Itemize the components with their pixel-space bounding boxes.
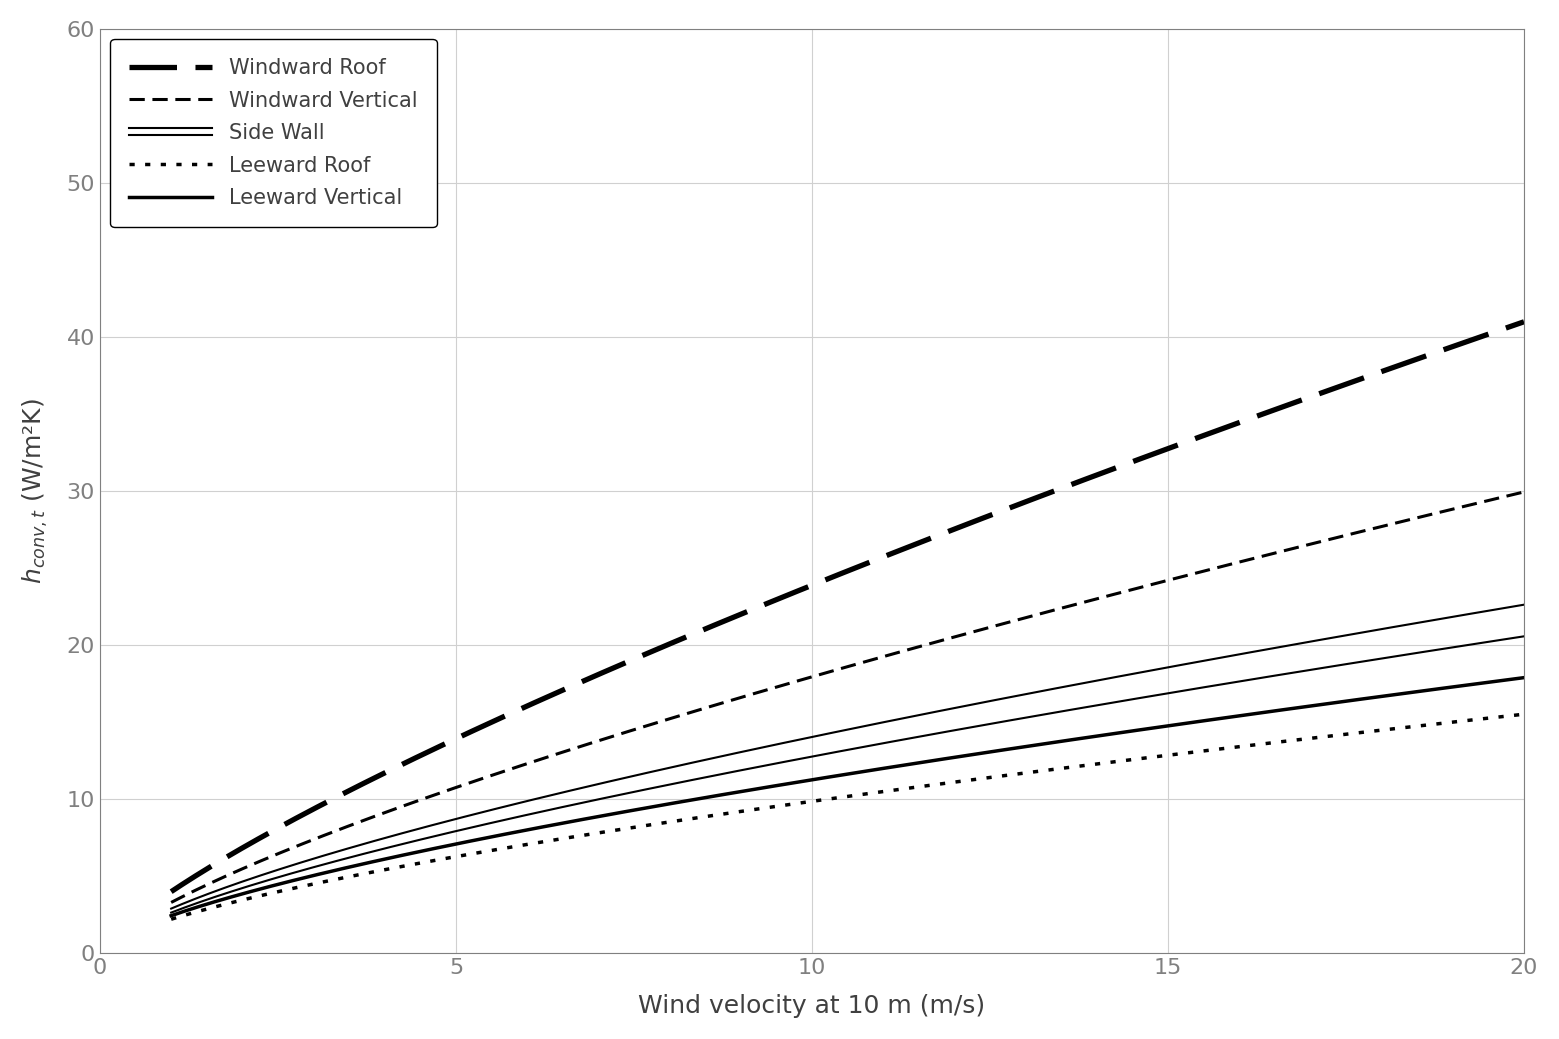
Legend: Windward Roof, Windward Vertical, Side Wall, Leeward Roof, Leeward Vertical: Windward Roof, Windward Vertical, Side W…: [111, 39, 437, 227]
X-axis label: Wind velocity at 10 m (m/s): Wind velocity at 10 m (m/s): [638, 994, 985, 1018]
Y-axis label: $\it{h}$$_{\it{conv,t}}$ (W/m²K): $\it{h}$$_{\it{conv,t}}$ (W/m²K): [20, 398, 50, 584]
